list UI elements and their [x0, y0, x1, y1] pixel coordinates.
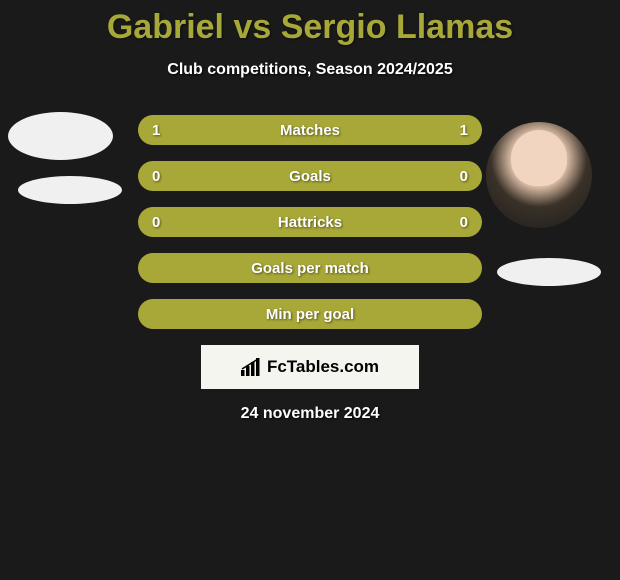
branding-badge: FcTables.com: [201, 345, 419, 389]
stat-row-goals: 0 Goals 0: [138, 161, 482, 191]
stat-right-matches: 1: [448, 122, 468, 139]
stat-right-hattricks: 0: [448, 214, 468, 231]
page-subtitle: Club competitions, Season 2024/2025: [0, 61, 620, 79]
branding-text: FcTables.com: [267, 357, 379, 377]
comparison-area: 1 Matches 1 0 Goals 0 0 Hattricks 0 Goal…: [0, 115, 620, 329]
page-title: Gabriel vs Sergio Llamas: [0, 0, 620, 47]
stat-left-hattricks: 0: [152, 214, 172, 231]
stat-label-goals: Goals: [289, 168, 331, 185]
stat-row-mpg: Min per goal: [138, 299, 482, 329]
stat-label-gpm: Goals per match: [251, 260, 369, 277]
stat-left-goals: 0: [152, 168, 172, 185]
stat-row-gpm: Goals per match: [138, 253, 482, 283]
stat-label-hattricks: Hattricks: [278, 214, 342, 231]
chart-icon: [241, 358, 263, 376]
stat-right-goals: 0: [448, 168, 468, 185]
stat-row-hattricks: 0 Hattricks 0: [138, 207, 482, 237]
stat-label-mpg: Min per goal: [266, 306, 354, 323]
date-text: 24 november 2024: [0, 405, 620, 423]
stat-row-matches: 1 Matches 1: [138, 115, 482, 145]
stat-label-matches: Matches: [280, 122, 340, 139]
stat-left-matches: 1: [152, 122, 172, 139]
